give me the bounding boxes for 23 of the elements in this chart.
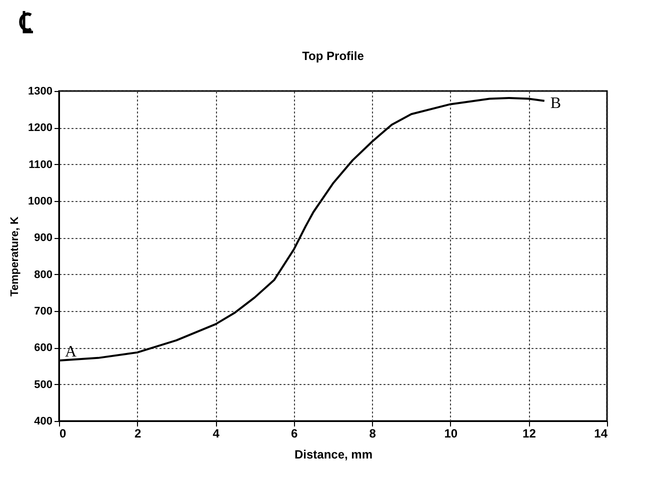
annotation: B bbox=[550, 94, 562, 112]
y-tick-label: 1300 bbox=[28, 86, 52, 98]
y-tick-label: 900 bbox=[34, 232, 52, 244]
annotation: A bbox=[65, 344, 77, 360]
y-tick-label: 700 bbox=[34, 306, 52, 318]
y-tick-label: 1100 bbox=[28, 158, 52, 171]
x-tick-label: 10 bbox=[444, 426, 458, 440]
x-tick-label: 8 bbox=[369, 426, 376, 440]
y-tick-label: 1000 bbox=[28, 196, 52, 208]
x-tick-label: 12 bbox=[522, 426, 536, 440]
x-tick-label: 2 bbox=[134, 426, 142, 440]
x-axis-title: Distance, mm bbox=[294, 448, 373, 462]
y-tick-label: 1200 bbox=[28, 122, 52, 134]
x-tick-label: 6 bbox=[291, 426, 298, 440]
y-tick-label: 800 bbox=[34, 268, 52, 281]
y-tick-label: 400 bbox=[34, 416, 52, 428]
y-axis-title: Temperature, K bbox=[9, 216, 22, 296]
x-tick-label: 4 bbox=[212, 426, 220, 440]
x-tick-label: 0 bbox=[60, 426, 66, 440]
chart-title: Top Profile bbox=[302, 49, 364, 63]
y-tick-label: 600 bbox=[34, 342, 52, 354]
x-tick-label: 14 bbox=[594, 426, 608, 440]
y-tick-label: 500 bbox=[34, 378, 52, 391]
